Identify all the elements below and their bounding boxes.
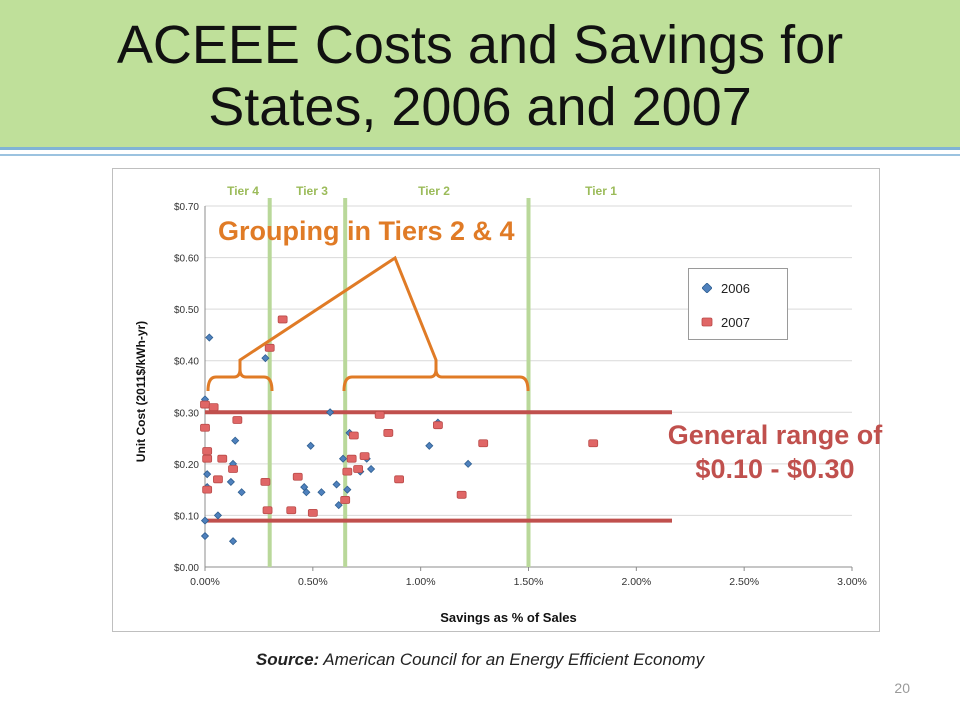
x-tick-label: 0.00% (190, 576, 220, 588)
point-2006 (203, 470, 212, 479)
point-2007 (346, 454, 357, 463)
point-2007 (348, 431, 359, 440)
x-axis-title: Savings as % of Sales (440, 610, 577, 625)
point-2007 (277, 315, 288, 324)
point-2007 (202, 447, 213, 455)
x-tick-label: 2.00% (621, 576, 651, 588)
title-divider (0, 154, 960, 156)
point-2006 (334, 501, 343, 510)
point-2007 (262, 506, 273, 515)
range-annotation-line2: $0.10 - $0.30 (695, 454, 855, 484)
tier-label: Tier 3 (296, 184, 328, 198)
point-2006 (332, 480, 341, 489)
grouping-annotation: Grouping in Tiers 2 & 4 (218, 216, 515, 246)
point-2007 (202, 485, 213, 494)
point-2006 (228, 537, 238, 546)
slide-title-line1: ACEEE Costs and Savings for (116, 15, 844, 75)
point-2007 (374, 410, 385, 419)
slide-title: ACEEE Costs and Savings for States, 2006… (40, 14, 920, 138)
point-2007 (394, 475, 405, 484)
point-2006 (326, 408, 335, 417)
page-number: 20 (894, 680, 910, 696)
tier-label: Tier 1 (585, 184, 617, 198)
y-tick-label: $0.10 (174, 511, 199, 522)
point-2006 (231, 436, 240, 445)
tier4-bracket (206, 368, 274, 392)
point-2007 (456, 490, 467, 499)
point-2006 (343, 485, 352, 494)
x-tick-label: 2.50% (729, 576, 759, 588)
y-tick-label: $0.20 (174, 460, 199, 471)
slide-title-line2: States, 2006 and 2007 (208, 77, 752, 137)
point-2007 (588, 439, 599, 448)
grouping-pointer-lines (238, 255, 438, 370)
point-2006 (306, 441, 315, 450)
point-2007 (433, 421, 443, 430)
point-2007 (383, 429, 394, 437)
point-2007 (208, 403, 219, 412)
source-note: Source: American Council for an Energy E… (0, 650, 960, 670)
point-2007 (200, 400, 210, 409)
point-2007 (359, 452, 370, 461)
point-2007 (340, 496, 351, 504)
point-2006 (200, 516, 210, 525)
x-tick-label: 0.50% (298, 576, 328, 588)
tier2-bracket (342, 368, 530, 392)
legend-marker-2006 (699, 283, 715, 293)
point-2006 (205, 333, 214, 342)
y-tick-label: $0.30 (174, 408, 199, 419)
point-2007 (307, 508, 318, 517)
y-tick-label: $0.60 (174, 254, 199, 265)
legend-entry-2006: 2006 (699, 279, 750, 297)
point-2006 (317, 488, 326, 497)
point-2006 (366, 464, 376, 474)
point-2006 (213, 511, 223, 520)
point-2007 (264, 343, 275, 352)
legend-label-2007: 2007 (721, 314, 750, 330)
legend-marker-2007 (699, 317, 715, 327)
chart-frame (112, 168, 880, 632)
y-tick-label: $0.00 (174, 563, 199, 574)
point-2007 (217, 454, 228, 463)
tier-label: Tier 4 (227, 184, 259, 198)
legend-entry-2007: 2007 (699, 313, 750, 331)
x-tick-label: 1.50% (514, 576, 544, 588)
point-2006 (226, 477, 235, 486)
point-2006 (261, 354, 270, 363)
point-2007 (202, 454, 213, 463)
point-2007 (286, 506, 297, 515)
point-2007 (200, 423, 210, 432)
y-tick-label: $0.40 (174, 357, 199, 368)
x-tick-label: 1.00% (406, 576, 436, 588)
point-2006 (338, 454, 348, 463)
y-axis-title: Unit Cost (2011$/kWh-yr) (134, 321, 148, 462)
point-2007 (232, 416, 243, 424)
point-2006 (302, 488, 311, 497)
point-2006 (200, 531, 210, 541)
point-2007 (260, 478, 271, 486)
source-text: American Council for an Energy Efficient… (323, 650, 705, 669)
point-2006 (237, 488, 246, 497)
point-2006 (464, 459, 473, 468)
point-2007 (342, 467, 353, 476)
source-label: Source: (255, 650, 320, 669)
point-2007 (213, 475, 223, 484)
range-annotation: General range of $0.10 - $0.30 (630, 418, 920, 486)
point-2007 (228, 465, 238, 473)
range-annotation-line1: General range of (667, 420, 883, 450)
y-tick-label: $0.70 (174, 202, 199, 213)
x-tick-label: 3.00% (837, 576, 867, 588)
y-tick-label: $0.50 (174, 305, 199, 316)
tier-label: Tier 2 (418, 184, 450, 198)
chart-legend: 2006 2007 (688, 268, 788, 340)
point-2006 (425, 441, 434, 450)
point-2007 (292, 472, 303, 481)
title-band (0, 0, 960, 150)
point-2007 (353, 465, 364, 473)
legend-label-2006: 2006 (721, 280, 750, 296)
point-2007 (478, 439, 489, 448)
